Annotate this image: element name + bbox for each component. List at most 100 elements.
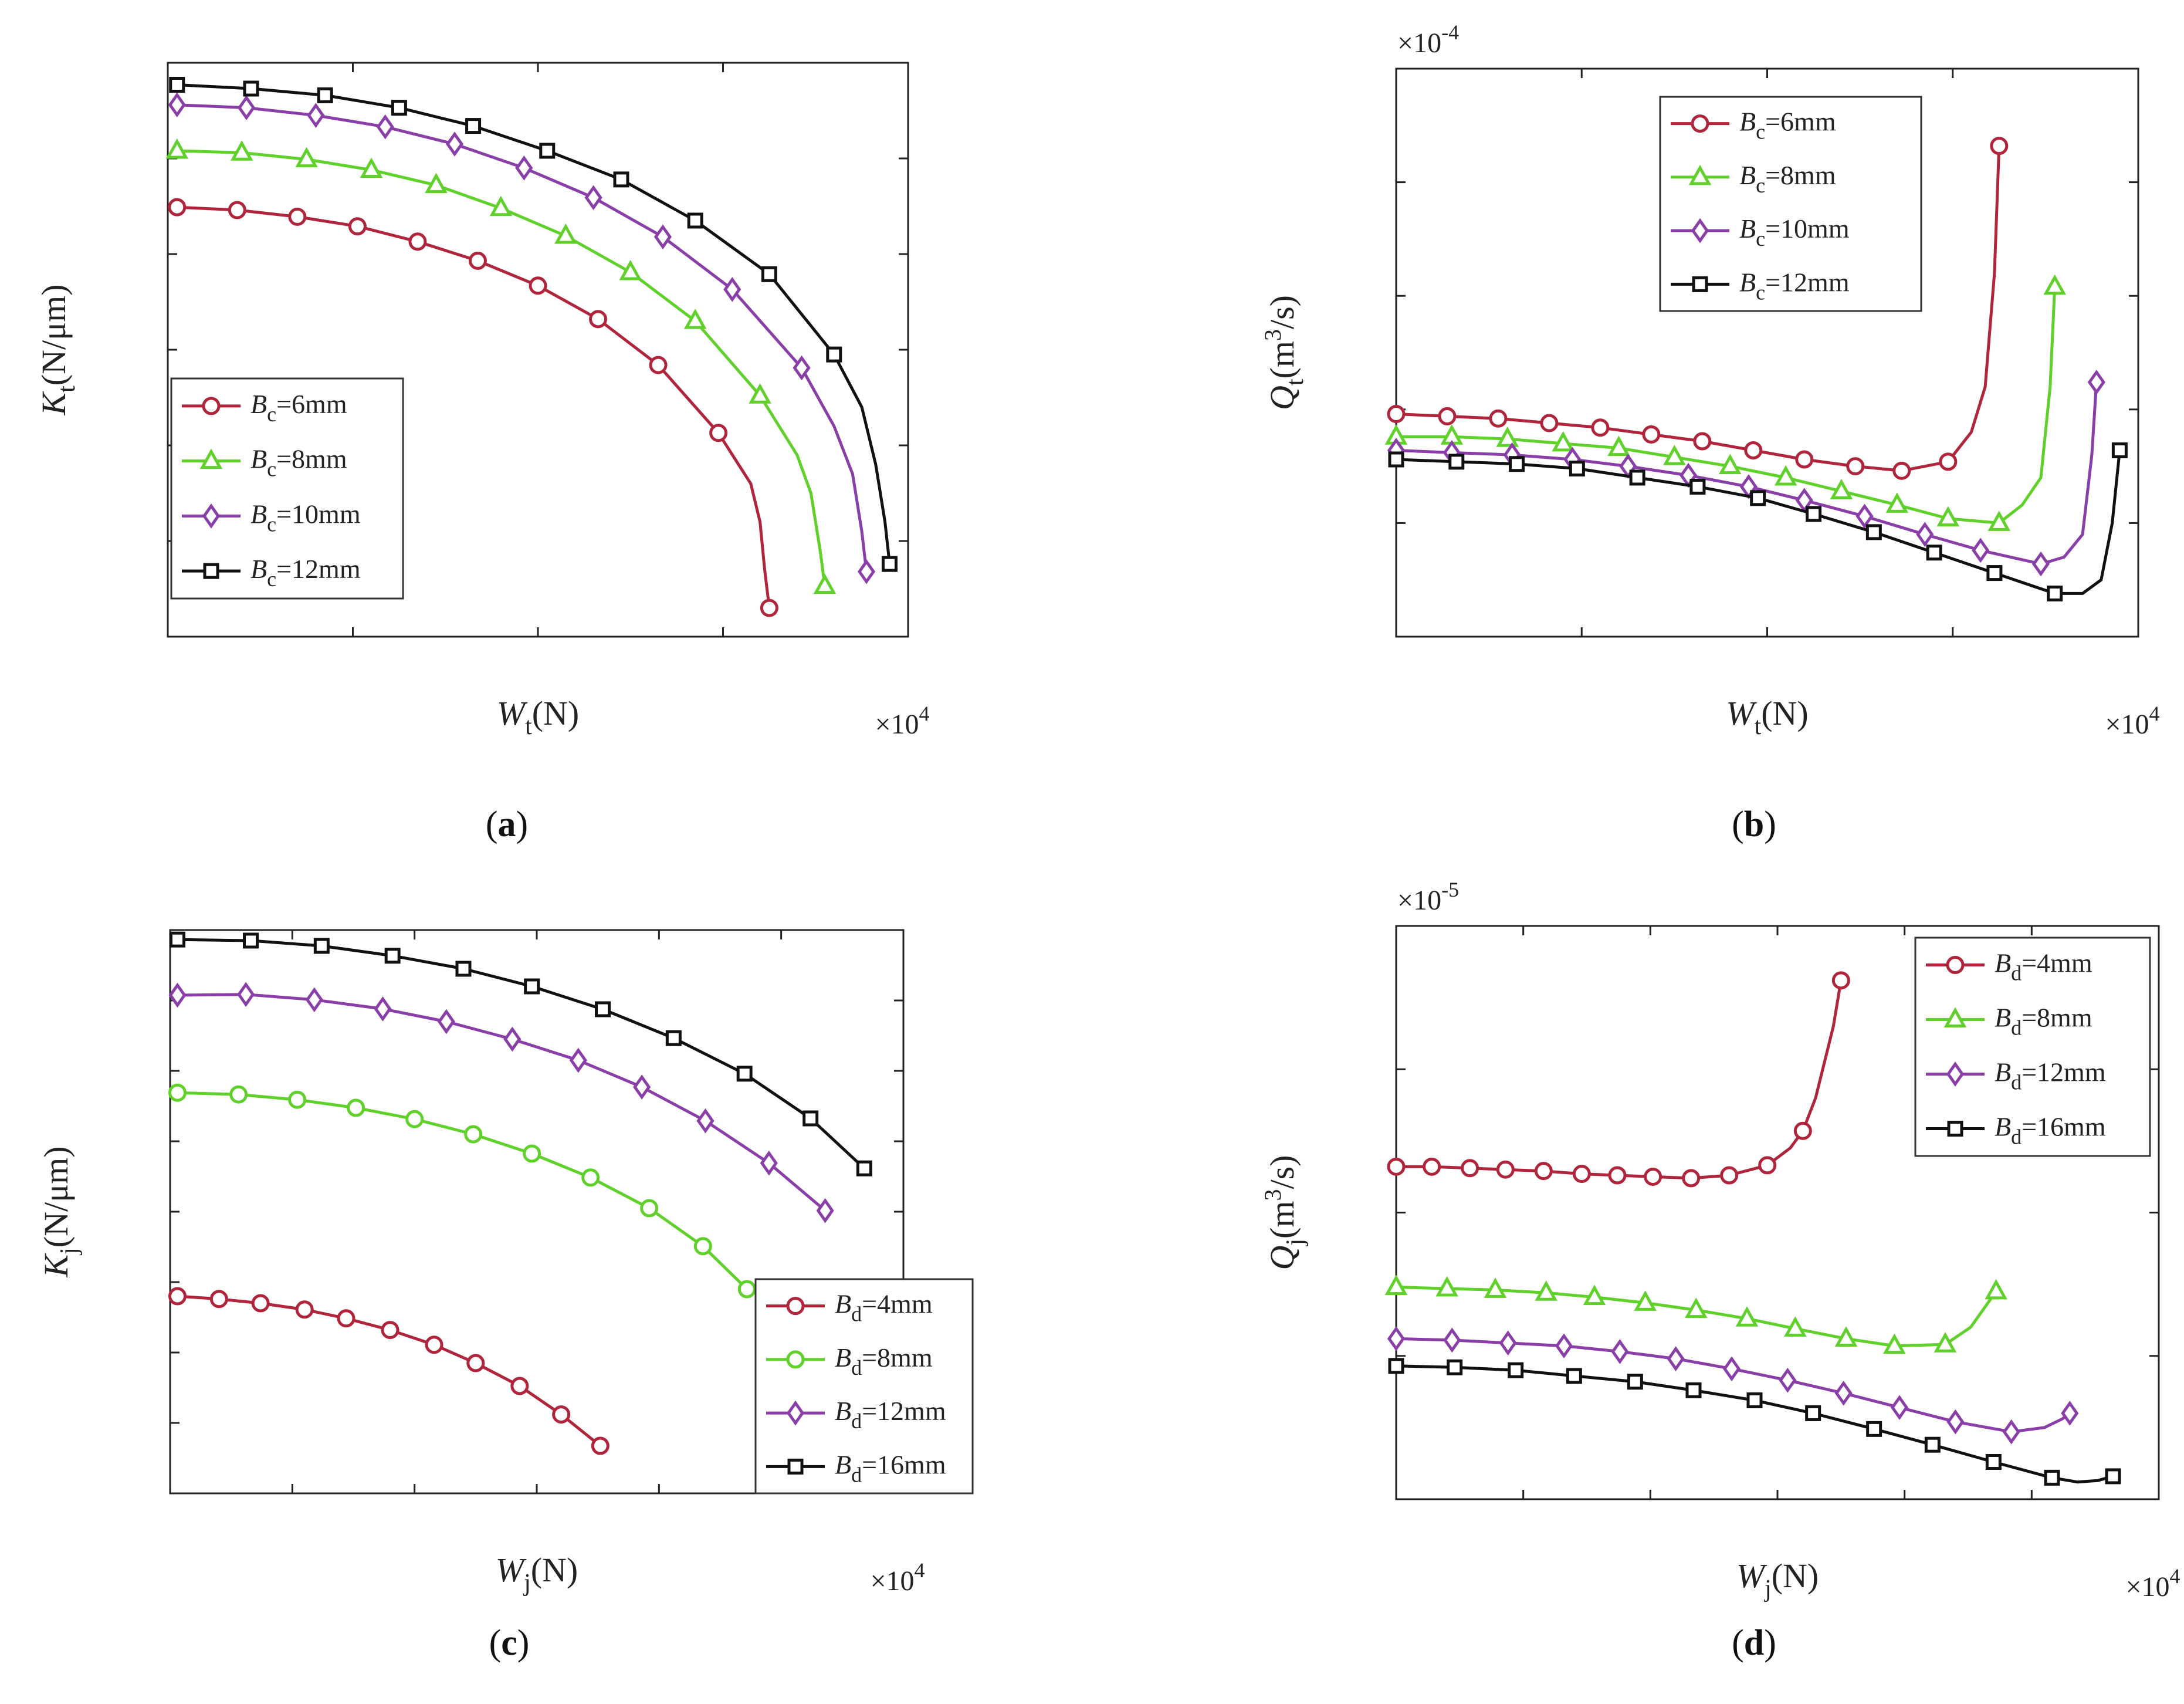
data-point-marker — [881, 556, 898, 572]
data-point-marker — [251, 1294, 270, 1313]
data-point-marker — [1924, 1436, 1941, 1453]
data-point-marker — [760, 1150, 778, 1176]
data-point-marker — [649, 356, 668, 374]
data-point-marker — [1642, 425, 1661, 444]
legend-marker — [1692, 276, 1708, 292]
series-8mm — [168, 1083, 756, 1299]
x-axis-multiplier: ×104 — [2125, 1564, 2180, 1602]
legend: Bd=4mm Bd=8mm Bd=12mm Bd=16mm — [754, 1278, 974, 1495]
series-line — [177, 83, 891, 564]
data-point-marker — [1682, 1169, 1701, 1188]
legend-entry-label: Bd=4mm — [1995, 948, 2092, 985]
data-point-marker — [305, 987, 323, 1013]
data-point-marker — [1846, 457, 1865, 476]
series-6mm — [168, 198, 778, 617]
data-point-marker — [1806, 506, 1822, 522]
data-point-marker — [1985, 1453, 2002, 1470]
data-point-marker — [569, 1047, 587, 1073]
y-axis-multiplier: ×10-4 — [1397, 21, 1459, 59]
data-point-marker — [1634, 1290, 1657, 1311]
data-point-marker — [168, 198, 187, 217]
legend-entry-label: Bd=8mm — [1995, 1003, 2092, 1040]
data-point-marker — [168, 1287, 187, 1306]
data-point-marker — [1443, 1327, 1461, 1353]
x-axis-label: Wt(N) — [1726, 694, 1809, 740]
data-point-marker — [1834, 1380, 1853, 1406]
legend: Bc=6mm Bc=8mm Bc=10mm Bc=12mm — [1659, 96, 1922, 312]
data-point-marker — [1735, 1306, 1759, 1327]
data-point-marker — [228, 201, 246, 219]
data-point-marker — [1384, 1274, 1408, 1296]
series-8mm — [165, 138, 837, 594]
legend-box — [754, 1278, 974, 1495]
data-point-marker — [1496, 1160, 1515, 1179]
chart-panel-b: ×104 ×10-4 Wt(N) Qt(m3/s) Bc=6mm Bc=8mm Bc=10m… — [1259, 21, 2160, 844]
series-12mm — [168, 982, 834, 1223]
legend-marker — [1943, 1007, 1967, 1027]
data-point-marker — [1508, 1362, 1524, 1378]
data-point-marker — [2111, 442, 2128, 458]
data-point-marker — [425, 173, 448, 194]
data-point-marker — [760, 599, 778, 617]
data-point-marker — [1793, 1121, 1812, 1140]
data-point-marker — [816, 1198, 834, 1223]
data-point-marker — [529, 276, 547, 295]
data-point-marker — [665, 1030, 682, 1046]
data-point-marker — [1774, 465, 1797, 486]
data-point-marker — [1387, 1157, 1406, 1176]
data-point-marker — [552, 1405, 571, 1424]
legend-marker — [1946, 1061, 1965, 1087]
data-point-marker — [737, 1280, 756, 1299]
data-point-marker — [1552, 431, 1574, 452]
data-point-marker — [619, 259, 642, 280]
data-point-marker — [2002, 1419, 2020, 1445]
data-point-marker — [347, 1098, 365, 1117]
data-point-marker — [168, 1083, 187, 1102]
legend-marker — [202, 397, 221, 415]
panel-caption: (b) — [1732, 804, 1776, 844]
series-line — [1396, 286, 2057, 525]
legend-marker — [1946, 956, 1965, 974]
data-point-marker — [1608, 1166, 1627, 1185]
data-point-marker — [1784, 1316, 1807, 1337]
panel-caption: (d) — [1732, 1623, 1776, 1663]
series-12mm — [169, 76, 898, 572]
data-point-marker — [374, 996, 392, 1022]
series-line — [1396, 450, 2121, 595]
data-point-marker — [237, 982, 255, 1007]
data-point-marker — [1885, 492, 1909, 513]
data-point-marker — [425, 1336, 443, 1354]
data-point-marker — [288, 207, 307, 226]
data-point-marker — [539, 143, 556, 159]
data-point-marker — [1689, 478, 1706, 495]
data-point-marker — [1534, 1162, 1553, 1181]
data-point-marker — [313, 938, 330, 954]
series-16mm — [170, 931, 872, 1176]
legend-entry-label: Bc=8mm — [1739, 160, 1836, 197]
data-point-marker — [1750, 490, 1766, 506]
data-point-marker — [1540, 414, 1559, 432]
data-point-marker — [1866, 1421, 1882, 1437]
legend-entry-label: Bd=16mm — [835, 1449, 946, 1486]
series-line — [177, 1294, 601, 1447]
data-point-marker — [1746, 1392, 1763, 1408]
data-point-marker — [1744, 441, 1763, 459]
data-point-marker — [503, 1026, 522, 1052]
data-point-marker — [1387, 1326, 1406, 1351]
data-point-marker — [613, 171, 629, 188]
data-point-marker — [169, 76, 185, 93]
data-point-marker — [168, 92, 186, 118]
data-point-marker — [1855, 503, 1874, 529]
series-6mm — [1387, 137, 2009, 480]
data-point-marker — [1986, 565, 2003, 581]
data-point-marker — [524, 978, 540, 995]
data-point-marker — [1388, 451, 1404, 468]
data-point-marker — [1489, 409, 1508, 428]
series-8mm — [1384, 1274, 2007, 1354]
data-point-marker — [687, 212, 703, 229]
data-point-marker — [696, 1108, 715, 1134]
data-point-marker — [1831, 971, 1850, 990]
data-point-marker — [826, 346, 842, 363]
series-line — [1396, 980, 1843, 1180]
